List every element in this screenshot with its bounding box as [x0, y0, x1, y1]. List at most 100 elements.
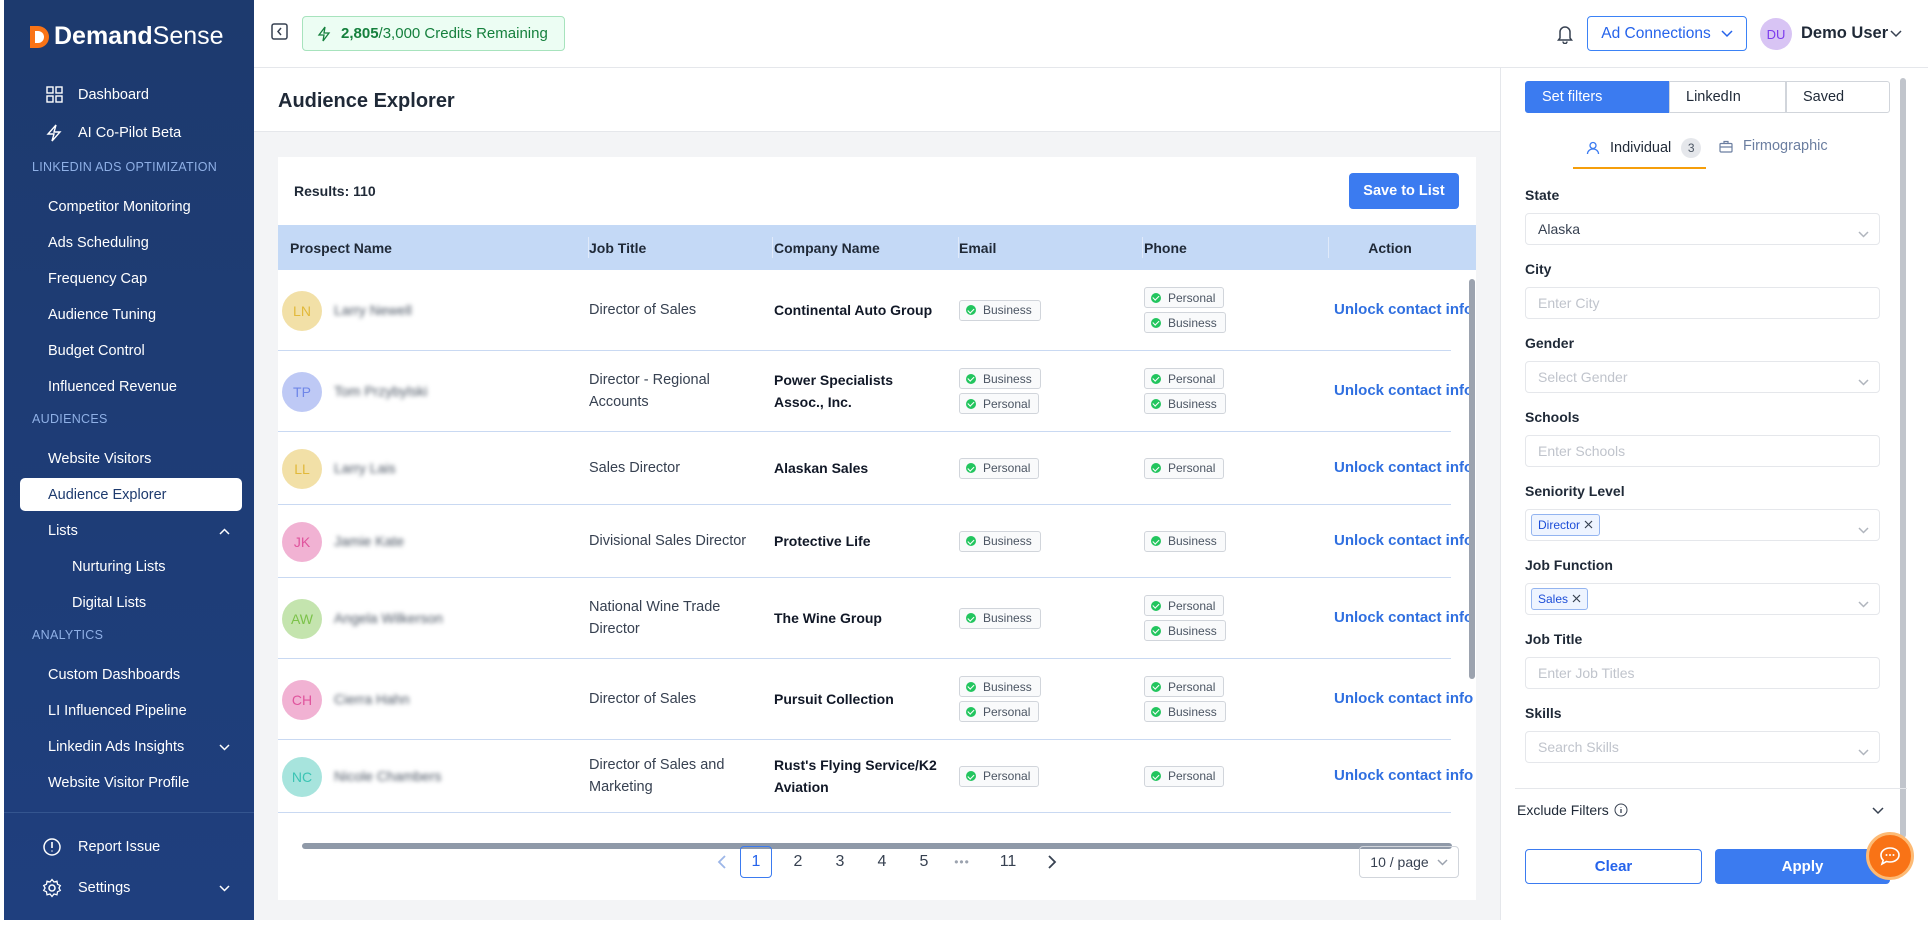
filter-input[interactable]: Select Gender [1525, 361, 1880, 393]
credits-used: 2,805 [341, 25, 379, 42]
unlock-link[interactable]: Unlock contact info [1334, 690, 1474, 707]
nav-item[interactable]: Website Visitor Profile [20, 766, 242, 799]
nav-item[interactable]: AI Co-Pilot Beta [20, 116, 242, 149]
phone-cell: Personal [1144, 432, 1314, 504]
unlock-link[interactable]: Unlock contact info [1334, 532, 1474, 549]
nav-item[interactable]: Influenced Revenue [20, 370, 242, 403]
filter-value: Alaska [1538, 221, 1581, 237]
contact-tag: Personal [959, 457, 1040, 479]
dropdown-chevron [1858, 521, 1869, 537]
table-body: LN Larry Newell Director of Sales Continent… [278, 270, 1476, 838]
ad-connections-button[interactable]: Ad Connections [1587, 16, 1747, 51]
save-to-list-button[interactable]: Save to List [1349, 173, 1459, 209]
job-title: Director of Sales [589, 691, 697, 707]
nav-label: Ads Scheduling [48, 234, 149, 251]
vertical-scrollbar[interactable] [1469, 279, 1475, 679]
nav-label: AI Co-Pilot Beta [78, 124, 182, 141]
apply-button[interactable]: Apply [1715, 849, 1890, 884]
next-page[interactable] [1042, 846, 1062, 878]
dropdown-chevron [1858, 743, 1869, 759]
nav-item[interactable]: Dashboard [20, 78, 242, 111]
nav-item[interactable]: Audience Tuning [20, 298, 242, 331]
prev-page[interactable] [712, 846, 732, 878]
filter-subtab[interactable]: Individual 3 [1586, 138, 1702, 158]
unlock-link[interactable]: Unlock contact info [1334, 767, 1474, 784]
contact-tag: Business [959, 607, 1041, 629]
nav-label: Report Issue [78, 838, 161, 855]
page-number[interactable]: 11 [999, 853, 1017, 870]
nav-item[interactable]: Digital Lists [20, 586, 242, 619]
filter-input[interactable]: Enter Schools [1525, 435, 1880, 467]
page-number[interactable]: 4 [877, 853, 887, 870]
phone-cell: Business [1144, 505, 1314, 577]
company-name: Rust's Flying Service/K2 Aviation [774, 757, 937, 795]
remove-tag[interactable] [1568, 592, 1581, 606]
nav-item[interactable]: Settings [20, 871, 242, 904]
nav-label: Audience Tuning [48, 306, 157, 323]
nav-item[interactable]: Report Issue [20, 830, 242, 863]
nav-item[interactable]: Competitor Monitoring [20, 190, 242, 223]
chat-button[interactable] [1866, 832, 1914, 880]
unlock-link[interactable]: Unlock contact info [1334, 459, 1474, 476]
prospect-cell: NC Nicole Chambers [278, 740, 578, 812]
nav-item[interactable]: Ads Scheduling [20, 226, 242, 259]
unlock-link[interactable]: Unlock contact info [1334, 609, 1474, 626]
nav-item[interactable]: Budget Control [20, 334, 242, 367]
unlock-link[interactable]: Unlock contact info [1334, 382, 1474, 399]
filter-input[interactable]: Enter City [1525, 287, 1880, 319]
tag-label: Personal [983, 461, 1031, 475]
nav-item[interactable]: Linkedin Ads Insights [20, 730, 242, 763]
filter-tab[interactable]: LinkedIn [1669, 81, 1786, 113]
nav-item[interactable]: LI Influenced Pipeline [20, 694, 242, 727]
sidebar: DemandSense Dashboard AI Co-Pilot Beta LIN… [4, 0, 254, 920]
page-size-select[interactable]: 10 / page [1359, 846, 1459, 878]
prospect-cell: LL Larry Lais [278, 432, 578, 504]
nav-chevron[interactable] [219, 739, 230, 755]
page-number[interactable]: 3 [835, 853, 845, 870]
column-header: Job Title [589, 239, 647, 256]
filter-input[interactable]: Search Skills [1525, 731, 1880, 763]
page-number[interactable]: 1 [740, 846, 772, 878]
nav-chevron[interactable] [219, 880, 230, 896]
nav-item[interactable]: Frequency Cap [20, 262, 242, 295]
clear-button[interactable]: Clear [1525, 849, 1702, 884]
exclude-chevron[interactable] [1872, 807, 1884, 815]
filter-input[interactable]: Director [1525, 509, 1880, 541]
tag-label: Personal [983, 704, 1031, 719]
ad-connections-label: Ad Connections [1601, 24, 1711, 42]
phone-cell: Personal Business [1144, 578, 1314, 658]
nav-item[interactable]: Nurturing Lists [20, 550, 242, 583]
filter-placeholder: Enter Schools [1538, 443, 1626, 459]
nav-item[interactable]: Custom Dashboards [20, 658, 242, 691]
filter-input[interactable]: Sales [1525, 583, 1880, 615]
horizontal-scrollbar[interactable] [302, 843, 1452, 849]
nav-item[interactable]: Website Visitors [20, 442, 242, 475]
contact-tag: Business [1144, 701, 1226, 722]
credits-box: 2,805/3,000 Credits Remaining [302, 16, 565, 51]
user-menu-chevron[interactable] [1890, 30, 1902, 38]
filter-input[interactable]: Enter Job Titles [1525, 657, 1880, 689]
user-name[interactable]: Demo User [1801, 24, 1889, 42]
notifications[interactable] [1556, 24, 1574, 44]
filter-tab[interactable]: Saved [1786, 81, 1890, 113]
page-title: Audience Explorer [278, 90, 455, 112]
phone-cell: Personal Business [1144, 351, 1314, 431]
nav-chevron[interactable] [219, 523, 230, 539]
filter-input[interactable]: Alaska [1525, 213, 1880, 245]
filter-tab[interactable]: Set filters [1525, 81, 1669, 113]
collapse-button[interactable] [271, 23, 288, 40]
page-number[interactable]: 5 [919, 853, 929, 870]
nav-item[interactable]: Lists [20, 514, 242, 547]
nav-label: Budget Control [48, 342, 145, 359]
filter-subtab[interactable]: Firmographic [1719, 138, 1828, 154]
unlock-link[interactable]: Unlock contact info [1334, 301, 1474, 318]
top-bar: 2,805/3,000 Credits Remaining Ad Connect… [254, 0, 1928, 68]
nav-section-title: ANALYTICS [32, 628, 104, 642]
avatar: JK [282, 521, 322, 562]
exclude-filters[interactable]: Exclude Filters [1517, 802, 1628, 818]
page-number[interactable]: 2 [793, 853, 803, 870]
job-title: Director of Sales [589, 302, 697, 318]
filter-scrollbar[interactable] [1900, 78, 1906, 838]
remove-tag[interactable] [1580, 518, 1593, 532]
nav-item[interactable]: Audience Explorer [20, 478, 242, 511]
